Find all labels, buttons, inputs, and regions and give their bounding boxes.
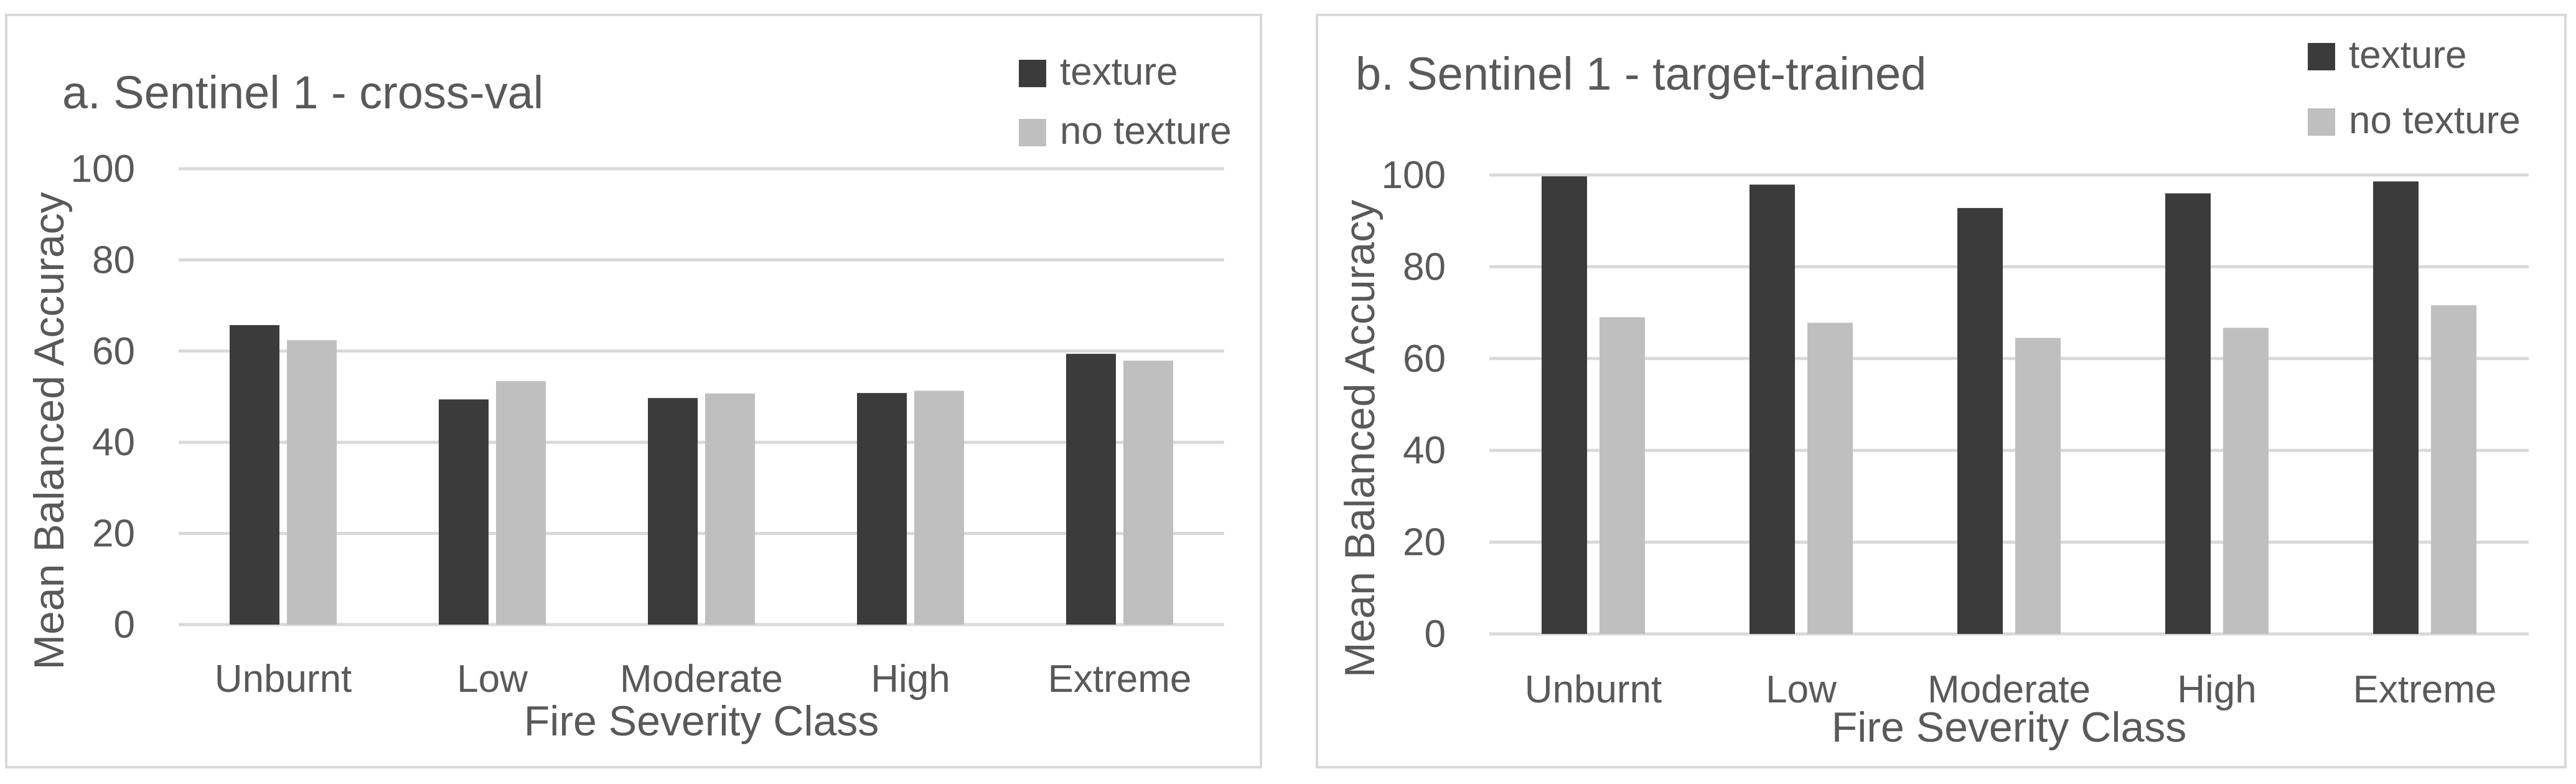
x-tick-label: High	[2177, 668, 2257, 711]
x-tick-label: High	[871, 658, 950, 701]
chart-target-trained: b. Sentinel 1 - target-trained 0 20 40 60 80 1…	[1336, 34, 2529, 751]
chart-title: a. Sentinel 1 - cross-val	[62, 67, 543, 118]
bar-texture-extreme	[1066, 354, 1116, 625]
x-tick-label: Low	[1766, 668, 1837, 711]
legend-swatch	[1019, 119, 1046, 146]
bar-no-texture-low	[1807, 323, 1853, 634]
bar-no-texture-unburnt	[1599, 317, 1645, 634]
legend-label: texture	[1060, 50, 1178, 93]
y-tick-label: 0	[1425, 613, 1446, 656]
bar-no-texture-low	[496, 381, 546, 625]
bar-no-texture-extreme	[2431, 305, 2476, 635]
bar-texture-unburnt	[1542, 176, 1587, 634]
y-axis-title: Mean Balanced Accuracy	[26, 192, 73, 669]
y-tick-label: 80	[92, 239, 135, 281]
y-tick-label: 100	[71, 148, 135, 191]
legend-label: no texture	[2349, 99, 2521, 142]
x-tick-label: Unburnt	[1525, 668, 1662, 711]
legend-swatch	[1019, 60, 1046, 87]
bar-texture-high	[857, 393, 907, 625]
bar-texture-low	[1749, 184, 1795, 634]
y-axis-title: Mean Balanced Accuracy	[1336, 200, 1384, 678]
legend-label: texture	[2349, 34, 2467, 77]
legend-label: no texture	[1060, 110, 1232, 153]
x-tick-label: Extreme	[2353, 668, 2497, 711]
legend-swatch	[2308, 108, 2335, 136]
y-tick-label: 0	[114, 603, 135, 646]
x-tick-label: Moderate	[620, 658, 783, 701]
chart-cross-val: a. Sentinel 1 - cross-val 0 20 40 60 80 100 Unb…	[26, 50, 1232, 745]
chart-panel-cross-val: a. Sentinel 1 - cross-val 0 20 40 60 80 100 Unb…	[5, 14, 1262, 768]
y-tick-label: 60	[92, 330, 135, 373]
bar-no-texture-moderate	[2015, 338, 2061, 634]
x-tick-label: Unburnt	[215, 658, 352, 701]
bar-texture-moderate	[648, 398, 698, 625]
bar-texture-moderate	[1957, 208, 2003, 635]
bar-no-texture-moderate	[705, 393, 755, 625]
bar-no-texture-unburnt	[287, 340, 337, 625]
chart-panel-target-trained: b. Sentinel 1 - target-trained 0 20 40 60 80 1…	[1316, 14, 2567, 768]
bar-texture-low	[439, 399, 489, 625]
bar-no-texture-high	[914, 390, 964, 625]
y-tick-label: 80	[1403, 245, 1446, 288]
y-tick-label: 100	[1382, 154, 1446, 197]
bar-texture-unburnt	[230, 325, 279, 625]
x-tick-label: Moderate	[1927, 668, 2091, 711]
y-tick-label: 20	[92, 512, 135, 555]
x-tick-label: Low	[457, 658, 528, 701]
legend-swatch	[2308, 43, 2335, 70]
y-tick-label: 20	[1403, 521, 1446, 564]
x-tick-label: Extreme	[1048, 658, 1192, 701]
bar-no-texture-extreme	[1123, 361, 1173, 625]
chart-title: b. Sentinel 1 - target-trained	[1356, 48, 1926, 100]
x-axis-title: Fire Severity Class	[524, 697, 879, 745]
bar-texture-high	[2165, 193, 2211, 635]
y-tick-label: 40	[1403, 429, 1446, 472]
bar-texture-extreme	[2373, 181, 2419, 634]
x-axis-title: Fire Severity Class	[1832, 704, 2187, 751]
y-tick-label: 40	[92, 421, 135, 464]
y-tick-label: 60	[1403, 338, 1446, 380]
bar-no-texture-high	[2223, 328, 2269, 634]
